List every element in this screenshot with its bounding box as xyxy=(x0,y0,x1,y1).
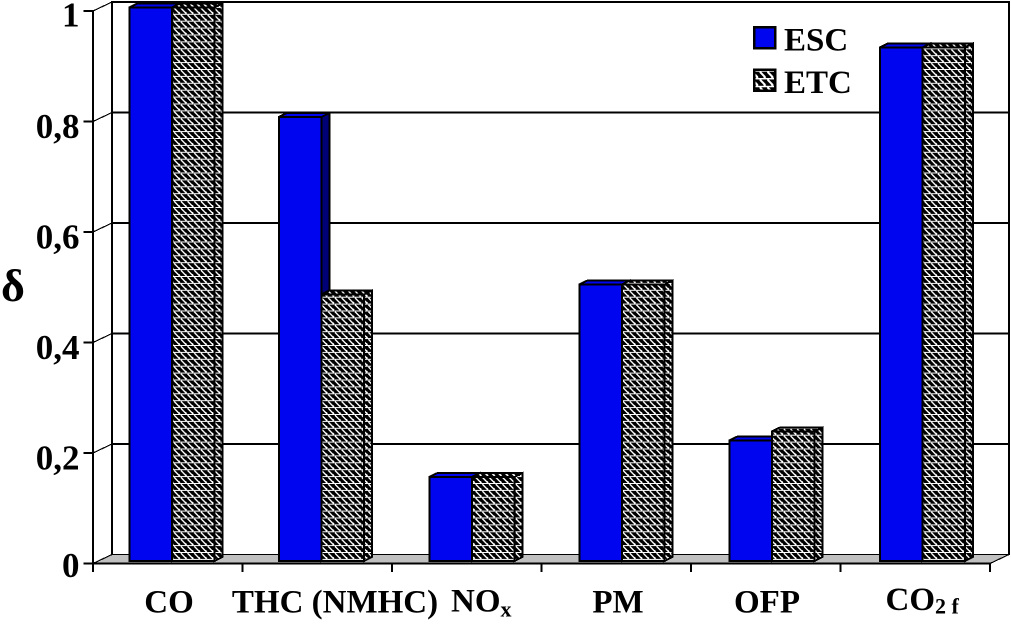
svg-text:PM: PM xyxy=(592,585,643,621)
svg-text:0,2: 0,2 xyxy=(36,439,80,478)
svg-text:OFP: OFP xyxy=(734,585,800,621)
svg-text:CO: CO xyxy=(144,585,194,621)
svg-text:δ: δ xyxy=(1,260,25,311)
svg-text:1: 1 xyxy=(62,0,80,35)
svg-text:ETC: ETC xyxy=(784,65,852,101)
svg-text:0,6: 0,6 xyxy=(36,218,80,257)
svg-text:THC (NMHC): THC (NMHC) xyxy=(232,585,438,621)
svg-text:0,8: 0,8 xyxy=(36,107,80,146)
svg-text:0,4: 0,4 xyxy=(36,328,80,367)
svg-text:0: 0 xyxy=(62,546,80,585)
svg-text:CO2 f: CO2 f xyxy=(886,582,960,619)
svg-text:ESC: ESC xyxy=(784,23,848,59)
